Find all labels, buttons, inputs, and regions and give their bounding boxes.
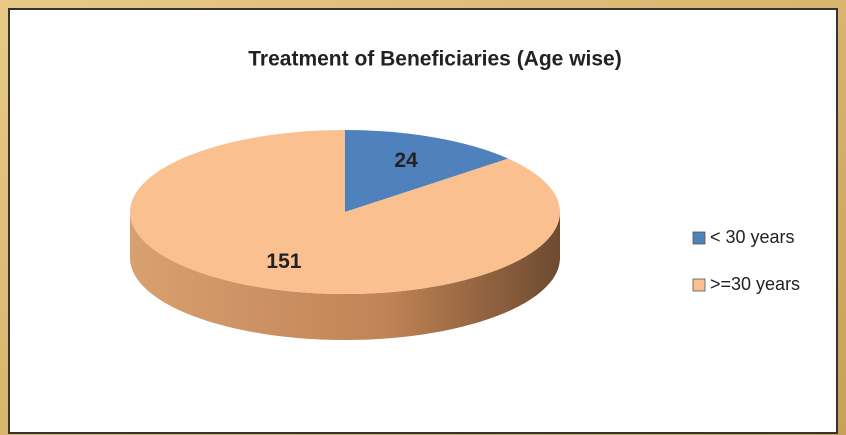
data-label: 24 [394,149,418,172]
legend: < 30 years >=30 years [692,227,800,294]
chart-title: Treatment of Beneficiaries (Age wise) [248,48,621,71]
pie-slice [345,130,509,212]
legend-swatch [692,231,706,245]
legend-swatch [692,278,706,292]
legend-label: >=30 years [710,274,800,294]
legend-label: < 30 years [710,227,795,247]
pie-slice [130,130,561,294]
pie: 24 151 [130,130,561,340]
pie-side [130,212,560,340]
data-label: 151 [266,250,301,273]
